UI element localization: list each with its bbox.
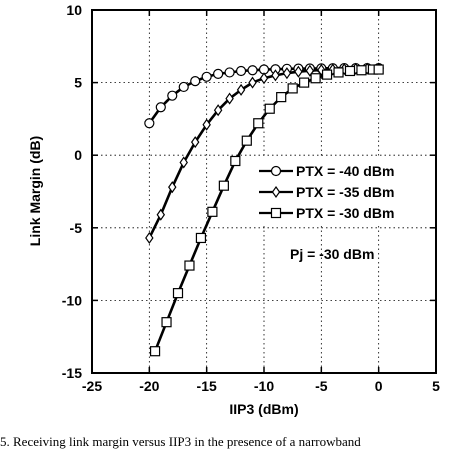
data-point-series-3 — [276, 92, 287, 103]
data-point-series-3 — [230, 155, 241, 167]
legend-marker-3 — [270, 207, 282, 219]
data-point-series-3 — [299, 77, 310, 88]
y-tick-label: 0 — [74, 147, 82, 163]
data-point-series-2 — [168, 181, 177, 194]
y-axis-title: Link Margin (dB) — [27, 136, 43, 246]
data-point-series-2 — [282, 67, 292, 80]
data-point-series-3 — [321, 69, 333, 80]
x-tick-label: -10 — [254, 378, 274, 394]
data-point-series-3 — [241, 135, 252, 146]
data-point-series-3 — [253, 118, 264, 129]
data-point-series-3 — [333, 67, 344, 78]
data-point-series-3 — [207, 206, 218, 217]
data-point-series-1 — [144, 118, 155, 129]
data-point-series-2 — [271, 69, 280, 82]
data-point-series-3 — [310, 73, 321, 84]
data-point-series-3 — [149, 346, 161, 357]
y-tick-label: -15 — [62, 365, 82, 381]
x-tick-label: 0 — [375, 378, 383, 394]
y-tick-label: -10 — [62, 292, 82, 308]
legend: PTX = -40 dBm PTX = -35 dBm PTX = -30 dBm — [257, 157, 435, 223]
y-tick-label: 10 — [66, 2, 82, 18]
data-point-series-2 — [202, 118, 211, 131]
marker-layer — [144, 62, 384, 357]
data-point-series-3 — [356, 65, 367, 76]
data-point-series-3 — [373, 64, 384, 75]
data-point-series-1 — [235, 65, 247, 77]
data-point-series-3 — [172, 288, 184, 299]
data-point-series-1 — [247, 65, 258, 76]
data-point-series-2 — [179, 156, 188, 169]
x-ticks: -25 -20 -15 -10 -5 0 5 — [82, 10, 440, 394]
data-point-series-2 — [145, 231, 154, 245]
legend-label-1: PTX = -40 dBm — [296, 163, 394, 179]
data-point-series-1 — [213, 68, 224, 79]
data-point-series-2 — [225, 92, 234, 105]
data-point-series-3 — [161, 317, 172, 328]
x-tick-label: 5 — [432, 378, 440, 394]
data-point-series-2 — [156, 208, 166, 221]
data-point-series-3 — [195, 232, 207, 244]
x-tick-label: -5 — [315, 378, 328, 394]
data-point-series-2 — [259, 72, 269, 85]
y-tick-label: -5 — [70, 220, 83, 236]
data-point-series-1 — [167, 90, 178, 101]
data-point-series-2 — [213, 104, 223, 117]
data-point-series-3 — [287, 83, 298, 94]
data-point-series-3 — [344, 65, 356, 77]
legend-label-3: PTX = -30 dBm — [296, 205, 394, 221]
data-point-series-1 — [201, 71, 212, 82]
y-tick-label: 5 — [74, 75, 82, 91]
data-point-series-1 — [224, 67, 235, 78]
y-ticks: -15 -10 -5 0 5 10 — [62, 2, 436, 381]
legend-label-2: PTX = -35 dBm — [296, 184, 394, 200]
data-point-series-1 — [178, 81, 189, 93]
data-point-series-3 — [218, 180, 229, 191]
data-point-series-1 — [190, 76, 201, 87]
data-point-series-3 — [184, 260, 195, 271]
x-tick-label: -15 — [197, 378, 217, 394]
data-point-series-2 — [248, 76, 257, 89]
annotation-pj: Pj = -30 dBm — [290, 246, 374, 262]
data-point-series-3 — [264, 103, 275, 114]
x-tick-label: -25 — [82, 378, 102, 394]
data-point-series-2 — [236, 83, 246, 96]
data-point-series-1 — [155, 102, 166, 113]
data-point-series-2 — [294, 65, 303, 78]
x-axis-title: IIP3 (dBm) — [229, 401, 298, 417]
legend-marker-2 — [271, 185, 281, 199]
legend-marker-1 — [270, 165, 282, 177]
data-point-series-2 — [190, 136, 200, 149]
x-tick-label: -20 — [139, 378, 159, 394]
figure-caption: 5. Receiving link margin versus IIP3 in … — [0, 434, 361, 449]
